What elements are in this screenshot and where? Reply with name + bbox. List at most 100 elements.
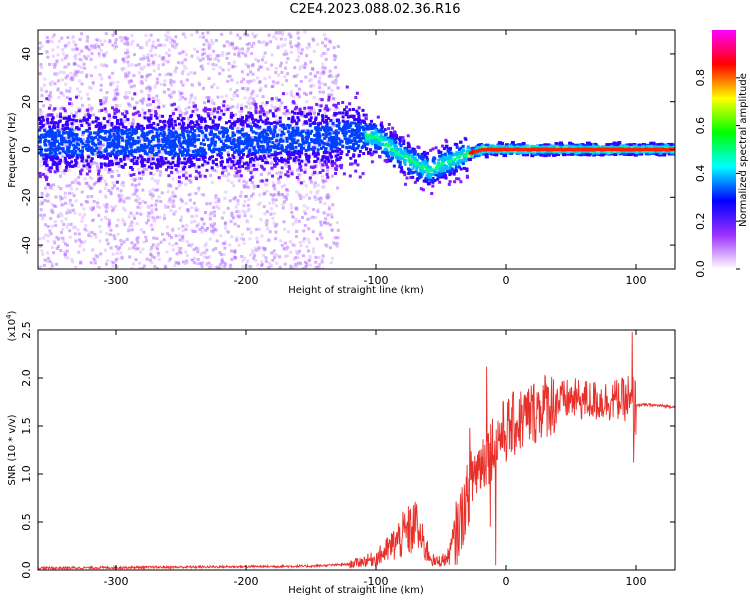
spectrogram-cell <box>232 94 236 98</box>
spectrogram-cell <box>305 100 309 104</box>
spectrogram-cell <box>89 261 93 265</box>
spectrogram-cell <box>326 175 330 179</box>
spectrogram-cell <box>328 69 332 73</box>
spectrogram-cell <box>96 165 100 169</box>
spectrogram-cell <box>238 175 242 179</box>
spectrogram-cell <box>96 144 100 148</box>
spectrogram-cell <box>221 241 225 245</box>
spectrogram-cell <box>70 75 74 79</box>
spectrogram-cell <box>288 39 292 43</box>
spectrogram-cell <box>91 207 95 211</box>
spectrogram-cell <box>150 254 154 258</box>
spectrogram-cell <box>171 191 175 195</box>
spectrogram-cell <box>46 55 50 59</box>
spectrogram-cell <box>254 131 258 135</box>
spectrogram-cell <box>271 162 275 166</box>
spectrogram-cell <box>99 146 103 150</box>
spectrogram-cell <box>110 260 114 264</box>
spectrogram-cell <box>254 144 258 148</box>
spectrogram-cell <box>173 128 177 132</box>
spectrogram-cell <box>45 176 49 180</box>
spectrogram-cell <box>38 117 42 121</box>
spectrogram-cell <box>123 131 127 135</box>
spectrogram-cell <box>123 109 127 113</box>
spectrogram-cell <box>322 151 326 155</box>
spectrogram-cell <box>257 147 261 151</box>
chart-title: C2E4.2023.088.02.36.R16 <box>289 2 461 17</box>
spectrogram-cell <box>83 227 87 231</box>
spectrogram-cell <box>60 151 64 155</box>
spectrogram-cell <box>269 156 273 160</box>
spectrogram-cell <box>294 105 298 109</box>
spectrogram-cell <box>238 36 242 40</box>
spectrogram-cell <box>76 165 80 169</box>
spectrogram-cell <box>230 249 234 253</box>
spectrogram-cell <box>283 107 287 111</box>
spectrogram-cell <box>236 141 240 145</box>
spectrogram-cell <box>129 211 133 215</box>
spectrogram-cell <box>199 143 203 147</box>
spectrogram-cell <box>314 118 318 122</box>
spectrogram-cell <box>120 68 124 72</box>
spectrogram-cell <box>303 170 307 174</box>
spectrogram-cell <box>245 105 249 109</box>
spectrogram-cell <box>150 204 154 208</box>
spectrogram-cell <box>212 210 216 214</box>
spectrogram-cell <box>148 258 152 262</box>
spectrogram-cell <box>375 134 379 138</box>
spectrogram-cell <box>297 36 301 40</box>
spectrogram-cell <box>205 248 209 252</box>
spectrogram-cell <box>130 153 134 157</box>
spectrogram-cell <box>212 205 216 209</box>
spectrogram-cell <box>213 115 217 119</box>
spectrogram-cell <box>305 46 309 50</box>
spectrogram-cell <box>126 156 130 160</box>
spectrogram-cell <box>90 186 94 190</box>
spectrogram-cell <box>245 194 249 198</box>
spectrogram-cell <box>91 80 95 84</box>
spectrogram-cell <box>297 51 301 55</box>
spectrogram-cell <box>145 86 149 90</box>
spectrogram-cell <box>325 244 329 248</box>
spectrogram-cell <box>170 200 174 204</box>
spectrogram-cell <box>243 120 247 124</box>
spectrogram-cell <box>145 167 149 171</box>
spectrogram-cell <box>171 227 175 231</box>
spectrogram-cell <box>42 116 46 120</box>
spectrogram-cell <box>87 184 91 188</box>
spectrogram-cell <box>301 239 305 243</box>
spectrogram-cell <box>284 157 288 161</box>
spectrogram-cell <box>377 147 381 151</box>
spectrogram-cell <box>101 148 105 152</box>
spectrogram-cell <box>275 148 279 152</box>
spectrogram-cell <box>208 112 212 116</box>
spectrogram-cell <box>118 245 122 249</box>
spectrogram-cell <box>131 39 135 43</box>
spectrogram-cell <box>246 87 250 91</box>
spectrogram-cell <box>189 244 193 248</box>
spectrogram-cell <box>333 161 337 165</box>
spectrogram-cell <box>86 148 90 152</box>
spectrogram-cell <box>106 242 110 246</box>
spectrogram-cell <box>166 205 170 209</box>
spectrogram-cell <box>129 145 133 149</box>
spectrogram-cell <box>221 166 225 170</box>
spectrogram-cell <box>285 79 289 83</box>
spectrogram-cell <box>69 222 73 226</box>
spectrogram-cell <box>182 161 186 165</box>
spectrogram-cell <box>248 102 252 106</box>
spectrogram-cell <box>455 145 459 149</box>
spectrogram-cell <box>256 76 260 80</box>
spectrogram-cell <box>288 167 292 171</box>
spectrogram-cell <box>207 57 211 61</box>
spectrogram-cell <box>320 236 324 240</box>
spectrogram-cell <box>189 71 193 75</box>
spectrogram-cell <box>313 165 317 169</box>
spectrogram-cell <box>155 266 159 269</box>
spectrogram-cell <box>154 148 158 152</box>
spectrogram-cell <box>290 206 294 210</box>
spectrogram-cell <box>568 141 573 145</box>
spectrogram-cell <box>164 73 168 77</box>
spectrogram-cell <box>161 128 165 132</box>
spectrogram-cell <box>230 162 234 166</box>
